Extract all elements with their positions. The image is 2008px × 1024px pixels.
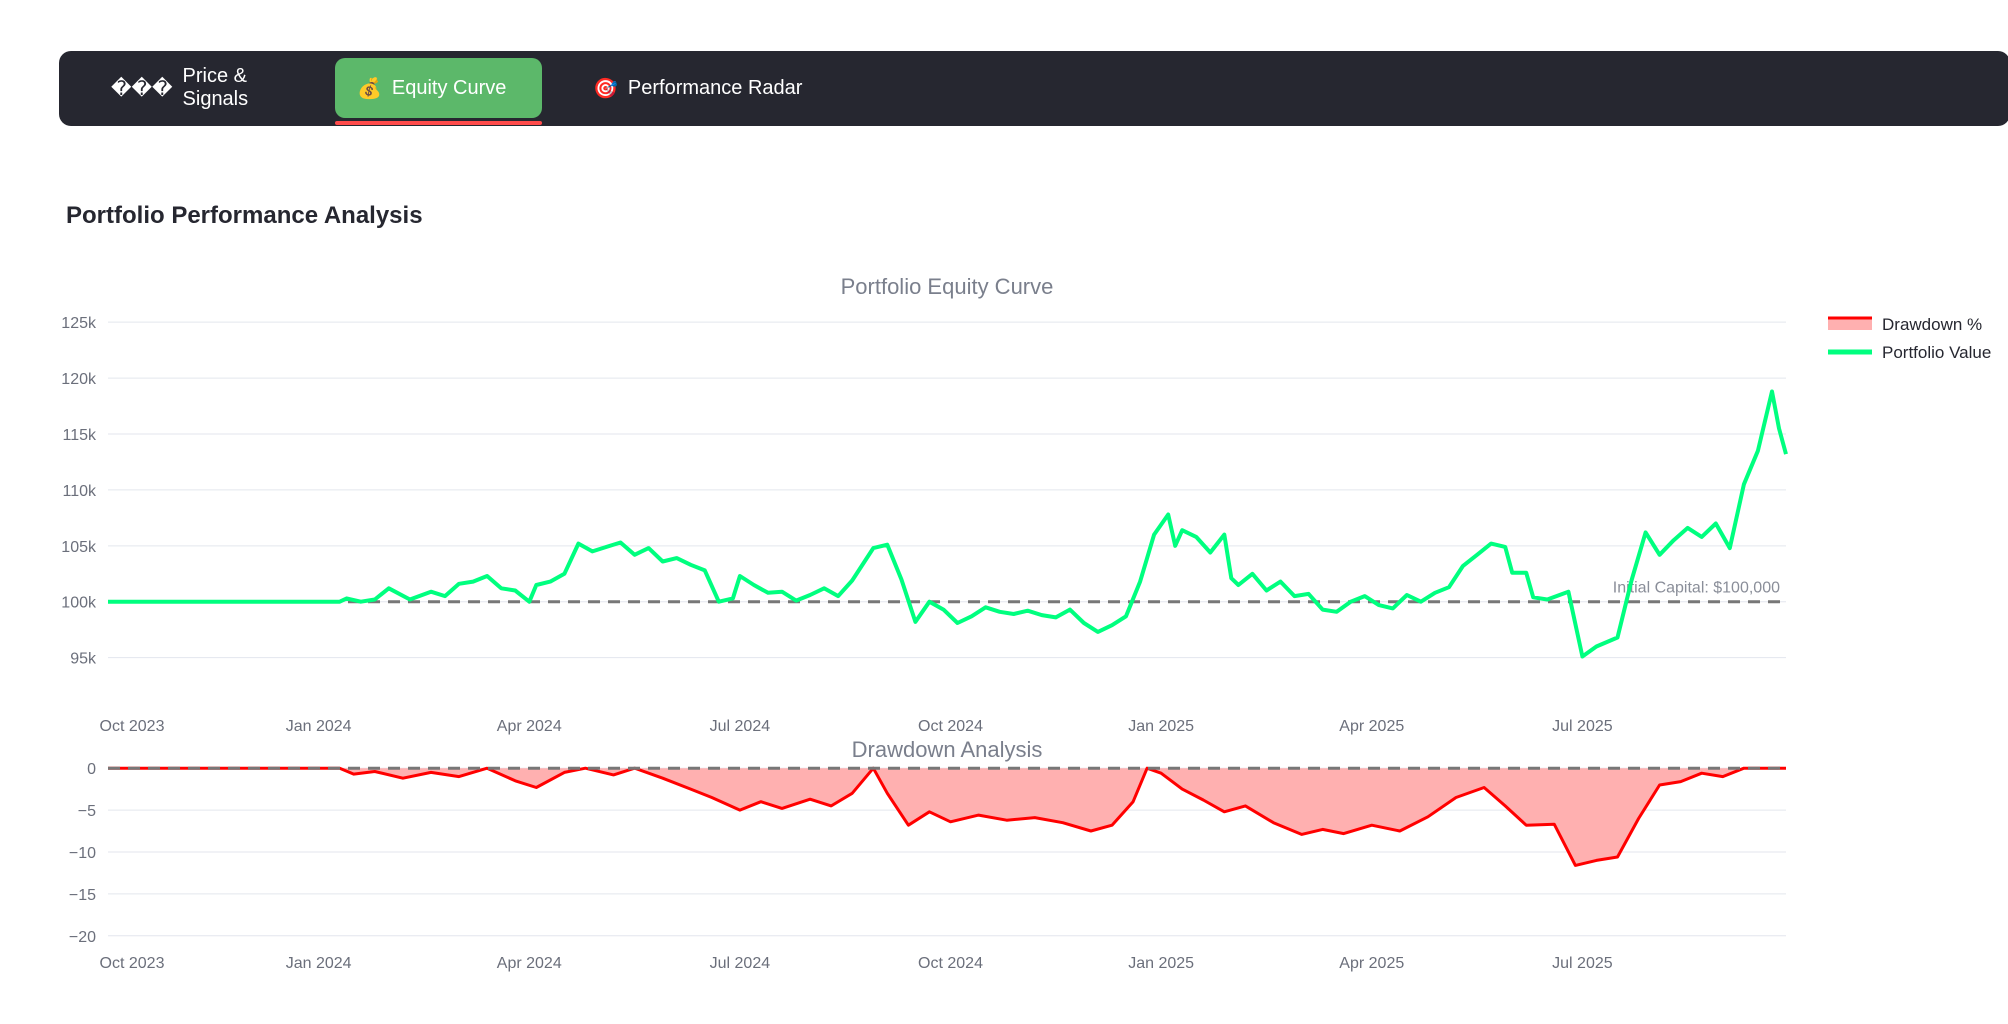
equity-x-tick: Oct 2024: [918, 718, 983, 735]
tab-bar: ��� Price & Signals 💰 Equity Curve 🎯 Per…: [59, 51, 2008, 126]
drawdown-y-tick: −10: [69, 845, 96, 862]
drawdown-x-tick: Jul 2025: [1552, 955, 1613, 972]
drawdown-x-tick: Apr 2025: [1339, 955, 1404, 972]
drawdown-x-tick: Jan 2024: [286, 955, 352, 972]
drawdown-x-tick: Oct 2024: [918, 955, 983, 972]
chart-icon: ���: [111, 77, 173, 100]
tab-performance-radar[interactable]: 🎯 Performance Radar: [571, 58, 831, 118]
equity-x-tick: Oct 2023: [100, 718, 165, 735]
equity-x-tick: Jul 2025: [1552, 718, 1613, 735]
equity-y-tick: 125k: [61, 315, 97, 332]
drawdown-x-tick: Jan 2025: [1128, 955, 1194, 972]
equity-x-tick: Jan 2025: [1128, 718, 1194, 735]
drawdown-line: [108, 766, 1786, 867]
initial-capital-label: Initial Capital: $100,000: [1613, 580, 1780, 597]
equity-y-tick: 100k: [61, 595, 97, 612]
drawdown-chart-title: Drawdown Analysis: [852, 737, 1043, 762]
section-title: Portfolio Performance Analysis: [66, 202, 423, 229]
drawdown-x-tick: Jul 2024: [710, 955, 771, 972]
legend-drawdown-swatch: [1828, 318, 1872, 330]
equity-x-tick: Jul 2024: [710, 718, 771, 735]
drawdown-y-tick: −15: [69, 887, 96, 904]
legend-drawdown-label: Drawdown %: [1882, 315, 1982, 334]
equity-y-tick: 120k: [61, 371, 97, 388]
equity-x-tick: Apr 2025: [1339, 718, 1404, 735]
equity-y-tick: 115k: [62, 427, 97, 444]
equity-y-tick: 95k: [70, 651, 97, 668]
drawdown-x-tick: Oct 2023: [100, 955, 165, 972]
equity-y-tick: 105k: [61, 539, 97, 556]
target-icon: 🎯: [593, 77, 618, 100]
legend-portfolio-label: Portfolio Value: [1882, 343, 1991, 362]
drawdown-area: [108, 768, 1786, 866]
drawdown-y-tick: 0: [87, 761, 96, 778]
drawdown-x-tick: Apr 2024: [497, 955, 562, 972]
tab-label: Performance Radar: [627, 76, 803, 99]
tab-label: Equity Curve: [391, 76, 507, 99]
tab-label: Price & Signals: [182, 65, 249, 110]
portfolio-value-line: [108, 389, 1788, 659]
drawdown-y-tick: −20: [69, 929, 96, 946]
equity-x-tick: Jan 2024: [286, 718, 352, 735]
tab-price-signals[interactable]: ��� Price & Signals: [89, 58, 319, 118]
equity-y-tick: 110k: [62, 483, 97, 500]
tab-equity-curve[interactable]: 💰 Equity Curve: [335, 58, 542, 125]
money-bag-icon: 💰: [357, 77, 382, 100]
drawdown-y-tick: −5: [78, 803, 96, 820]
equity-x-tick: Apr 2024: [497, 718, 562, 735]
equity-chart-title: Portfolio Equity Curve: [841, 274, 1054, 299]
